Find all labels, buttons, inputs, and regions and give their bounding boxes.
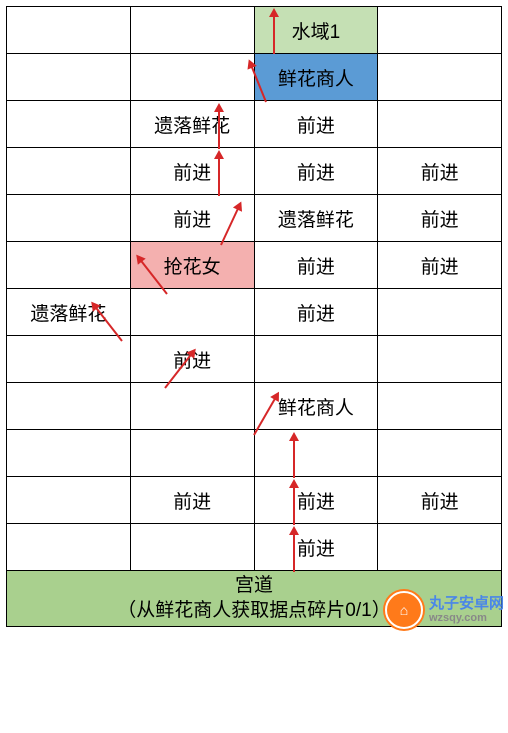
grid-cell xyxy=(378,54,502,101)
map-grid: 水域1鲜花商人遗落鲜花前进前进前进前进前进遗落鲜花前进抢花女前进前进遗落鲜花前进… xyxy=(6,6,502,627)
grid-cell xyxy=(130,7,254,54)
grid-cell xyxy=(378,336,502,383)
watermark-line1: 丸子安卓网 xyxy=(429,596,504,613)
grid-cell xyxy=(130,430,254,477)
grid-cell xyxy=(378,7,502,54)
watermark-logo-icon: ⌂ xyxy=(385,591,423,629)
grid-cell: 前进 xyxy=(378,242,502,289)
grid-cell: 前进 xyxy=(254,101,378,148)
grid-cell xyxy=(254,336,378,383)
grid-cell xyxy=(378,383,502,430)
grid-cell: 抢花女 xyxy=(130,242,254,289)
grid-cell xyxy=(7,148,131,195)
watermark-line2: wzsqy.com xyxy=(429,612,504,624)
grid-cell: 前进 xyxy=(130,195,254,242)
grid-cell xyxy=(7,477,131,524)
grid-cell xyxy=(130,289,254,336)
grid-cell xyxy=(7,242,131,289)
grid-cell: 前进 xyxy=(254,477,378,524)
grid-cell: 前进 xyxy=(130,148,254,195)
grid-cell xyxy=(378,289,502,336)
grid-cell xyxy=(378,101,502,148)
grid-cell xyxy=(378,524,502,571)
grid-cell: 前进 xyxy=(130,336,254,383)
grid-cell: 水域1 xyxy=(254,7,378,54)
grid-cell xyxy=(7,195,131,242)
grid-cell: 前进 xyxy=(254,289,378,336)
grid-cell xyxy=(130,524,254,571)
grid-cell xyxy=(254,430,378,477)
grid-cell: 鲜花商人 xyxy=(254,383,378,430)
watermark-text: 丸子安卓网 wzsqy.com xyxy=(429,596,504,625)
grid-cell: 前进 xyxy=(378,195,502,242)
footer-line2: （从鲜花商人获取据点碎片0/1） xyxy=(117,600,390,621)
grid-cell xyxy=(7,524,131,571)
grid-cell xyxy=(7,336,131,383)
grid-cell: 前进 xyxy=(130,477,254,524)
grid-cell xyxy=(378,430,502,477)
grid-cell: 前进 xyxy=(378,148,502,195)
grid-cell: 遗落鲜花 xyxy=(7,289,131,336)
grid-cell: 遗落鲜花 xyxy=(254,195,378,242)
grid-cell xyxy=(7,430,131,477)
grid-cell: 前进 xyxy=(378,477,502,524)
grid-cell xyxy=(130,54,254,101)
grid-cell xyxy=(130,383,254,430)
grid-cell: 遗落鲜花 xyxy=(130,101,254,148)
grid-cell xyxy=(7,54,131,101)
grid-cell: 前进 xyxy=(254,242,378,289)
grid-cell xyxy=(7,383,131,430)
grid-cell: 前进 xyxy=(254,148,378,195)
watermark: ⌂ 丸子安卓网 wzsqy.com xyxy=(385,591,504,629)
grid-cell xyxy=(7,101,131,148)
grid-cell: 前进 xyxy=(254,524,378,571)
grid-cell xyxy=(7,7,131,54)
grid-cell: 鲜花商人 xyxy=(254,54,378,101)
footer-line1: 宫道 xyxy=(235,575,273,596)
